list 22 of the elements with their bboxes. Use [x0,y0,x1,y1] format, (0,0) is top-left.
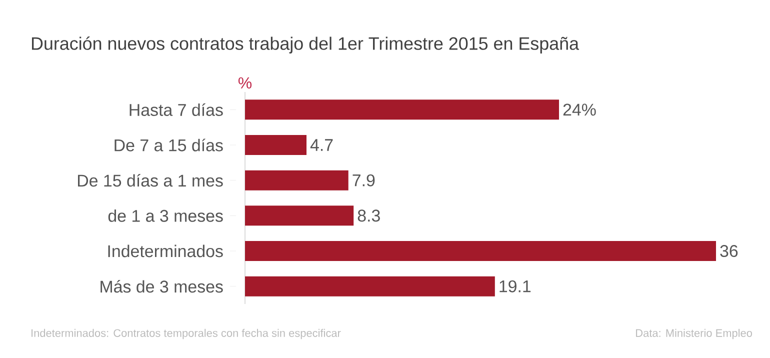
y-tick-label: de 1 a 3 meses [108,209,223,222]
data-label: 4.7 [310,139,333,151]
y-tick-label: Más de 3 meses [100,280,223,293]
bar [245,100,560,120]
bar [245,241,716,262]
bar [245,206,354,226]
bar [245,135,306,156]
data-label: 8.3 [358,210,380,222]
y-tick-label: De 7 a 15 días [114,138,223,152]
bar [245,170,348,190]
data-label: 36 [720,245,738,258]
bar [245,276,495,296]
text: Indeterminados: Contratos temporales con fecha sin especificar [32,328,341,340]
data-label: 7.9 [352,174,375,186]
y-tick-label: De 15 días a 1 mes [78,174,223,187]
y-tick-label: Indeterminados [108,244,223,258]
y-tick-label: Hasta 7 días [130,103,223,116]
x-axis-title: % [238,77,252,88]
chart-title: Duración nuevos contratos trabajo del 1er Trimestre 2015 en España [32,36,580,54]
data-label: 24% [563,104,596,116]
text: Data: Ministerio Empleo [636,328,752,340]
data-label: 19.1 [500,280,531,292]
